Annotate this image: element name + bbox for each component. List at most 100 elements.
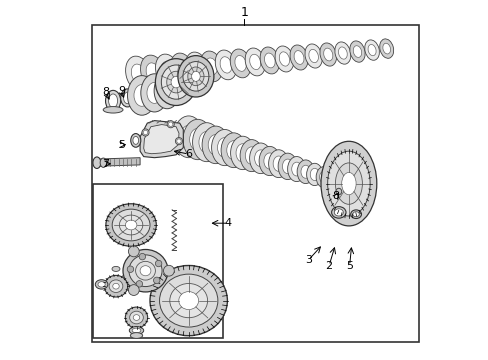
Ellipse shape	[104, 275, 127, 297]
Ellipse shape	[305, 44, 322, 68]
Ellipse shape	[341, 172, 355, 195]
Ellipse shape	[282, 159, 292, 174]
Ellipse shape	[125, 307, 147, 328]
Ellipse shape	[297, 160, 314, 184]
Text: 3: 3	[305, 255, 311, 265]
Ellipse shape	[278, 153, 297, 180]
Ellipse shape	[112, 209, 150, 241]
Ellipse shape	[367, 45, 375, 56]
Ellipse shape	[226, 141, 240, 160]
Ellipse shape	[175, 60, 188, 78]
Circle shape	[139, 253, 145, 260]
Text: 8: 8	[332, 191, 339, 201]
Ellipse shape	[211, 130, 237, 166]
Ellipse shape	[335, 163, 362, 204]
Ellipse shape	[173, 116, 203, 158]
Ellipse shape	[245, 147, 258, 165]
Ellipse shape	[147, 82, 162, 103]
Ellipse shape	[105, 90, 121, 111]
Ellipse shape	[335, 188, 341, 195]
Ellipse shape	[220, 57, 231, 73]
Circle shape	[127, 266, 133, 273]
Ellipse shape	[100, 158, 106, 167]
Ellipse shape	[179, 292, 198, 310]
Ellipse shape	[287, 157, 305, 181]
Ellipse shape	[119, 215, 142, 235]
Ellipse shape	[199, 131, 214, 153]
Ellipse shape	[140, 266, 151, 276]
Ellipse shape	[183, 62, 208, 91]
Ellipse shape	[364, 40, 379, 60]
Ellipse shape	[301, 165, 310, 178]
Ellipse shape	[123, 92, 131, 104]
Ellipse shape	[279, 52, 289, 66]
Ellipse shape	[140, 55, 165, 90]
Ellipse shape	[171, 76, 181, 88]
Ellipse shape	[331, 207, 346, 218]
Ellipse shape	[134, 85, 149, 106]
Ellipse shape	[240, 140, 263, 172]
Ellipse shape	[249, 143, 271, 174]
Ellipse shape	[334, 209, 343, 216]
Ellipse shape	[129, 255, 162, 287]
Circle shape	[128, 285, 139, 296]
Ellipse shape	[155, 59, 196, 105]
Ellipse shape	[264, 153, 275, 169]
Ellipse shape	[323, 48, 332, 61]
Ellipse shape	[234, 55, 246, 71]
Polygon shape	[143, 125, 179, 154]
Ellipse shape	[275, 46, 293, 72]
Text: 8: 8	[102, 87, 109, 97]
Text: 5: 5	[118, 140, 124, 150]
Ellipse shape	[130, 333, 142, 338]
Ellipse shape	[93, 157, 101, 168]
Polygon shape	[95, 158, 140, 166]
Ellipse shape	[190, 59, 203, 77]
Ellipse shape	[131, 64, 145, 84]
Ellipse shape	[178, 56, 213, 97]
Ellipse shape	[150, 266, 227, 336]
Ellipse shape	[208, 135, 223, 155]
Ellipse shape	[306, 163, 322, 185]
Ellipse shape	[125, 56, 151, 91]
Ellipse shape	[260, 47, 279, 74]
Ellipse shape	[273, 156, 284, 171]
Ellipse shape	[289, 45, 307, 70]
Circle shape	[143, 130, 147, 135]
Ellipse shape	[166, 71, 185, 93]
Ellipse shape	[135, 261, 155, 280]
Ellipse shape	[129, 311, 143, 324]
Ellipse shape	[320, 141, 376, 226]
Ellipse shape	[379, 39, 393, 58]
Circle shape	[155, 260, 162, 267]
Ellipse shape	[338, 47, 346, 59]
Ellipse shape	[161, 62, 174, 80]
Ellipse shape	[249, 54, 260, 69]
Ellipse shape	[293, 51, 304, 64]
Ellipse shape	[202, 126, 229, 164]
Ellipse shape	[146, 63, 160, 82]
Ellipse shape	[108, 94, 117, 108]
Ellipse shape	[187, 67, 203, 86]
Ellipse shape	[205, 58, 217, 75]
Ellipse shape	[319, 171, 327, 183]
Ellipse shape	[183, 119, 212, 160]
Circle shape	[153, 277, 160, 284]
Text: 7: 7	[102, 159, 109, 169]
Circle shape	[167, 121, 174, 128]
Ellipse shape	[244, 48, 264, 76]
Ellipse shape	[382, 43, 390, 54]
Ellipse shape	[109, 280, 122, 292]
Ellipse shape	[161, 65, 190, 99]
Circle shape	[136, 281, 142, 287]
Text: 5: 5	[346, 261, 352, 271]
Ellipse shape	[106, 204, 156, 246]
Ellipse shape	[230, 136, 254, 170]
Ellipse shape	[291, 162, 301, 176]
Ellipse shape	[189, 129, 205, 150]
Ellipse shape	[112, 266, 120, 271]
Text: 6: 6	[185, 149, 192, 159]
Ellipse shape	[125, 220, 137, 230]
Ellipse shape	[350, 210, 361, 219]
Ellipse shape	[264, 53, 275, 68]
